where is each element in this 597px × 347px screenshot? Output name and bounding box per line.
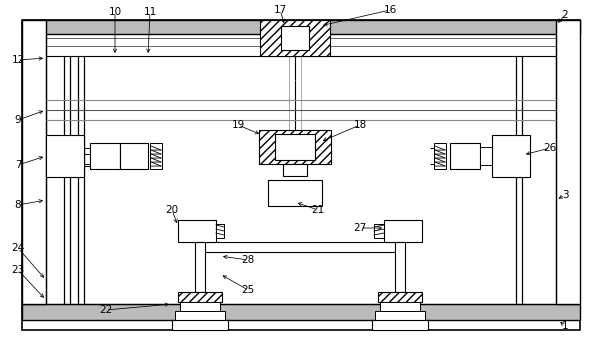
Text: 16: 16 [383,5,396,15]
Bar [22,20,580,34]
Text: 12: 12 [11,55,24,65]
Text: 9: 9 [15,115,21,125]
Text: 17: 17 [273,5,287,15]
Bar [374,224,384,238]
Text: 11: 11 [143,7,156,17]
Bar [384,220,422,242]
Bar [22,20,46,304]
Bar [283,164,307,176]
Bar [172,320,228,330]
Bar [46,135,84,177]
Text: 27: 27 [353,223,367,233]
Text: 2: 2 [562,10,568,20]
Bar [492,135,530,177]
Text: 10: 10 [109,7,122,17]
Text: 26: 26 [543,143,556,153]
Text: 24: 24 [11,243,24,253]
Bar [556,20,580,304]
Bar [281,26,309,50]
Bar [216,224,224,238]
Bar [260,20,330,56]
Bar [378,292,422,302]
Text: 1: 1 [562,321,568,331]
Text: 8: 8 [15,200,21,210]
Text: 19: 19 [232,120,245,130]
Text: 3: 3 [562,190,568,200]
Bar [375,311,425,320]
Bar [450,143,480,169]
Bar [22,20,580,330]
Bar [195,242,205,292]
Bar [395,242,405,292]
Text: 20: 20 [165,205,179,215]
Text: 21: 21 [312,205,325,215]
Text: 23: 23 [11,265,24,275]
Bar [434,143,446,169]
Bar [120,143,148,169]
Bar [178,292,222,302]
Text: 28: 28 [241,255,255,265]
Bar [480,147,492,165]
Text: 25: 25 [241,285,255,295]
Bar [178,220,216,242]
Bar [180,302,220,311]
Bar [259,130,331,164]
Bar [275,134,315,160]
Text: 7: 7 [15,160,21,170]
Text: 18: 18 [353,120,367,130]
Bar [175,311,225,320]
Bar [150,143,162,169]
Bar [372,320,428,330]
Bar [22,304,580,320]
Bar [380,302,420,311]
Bar [90,143,120,169]
Bar [268,180,322,206]
Text: 22: 22 [99,305,113,315]
